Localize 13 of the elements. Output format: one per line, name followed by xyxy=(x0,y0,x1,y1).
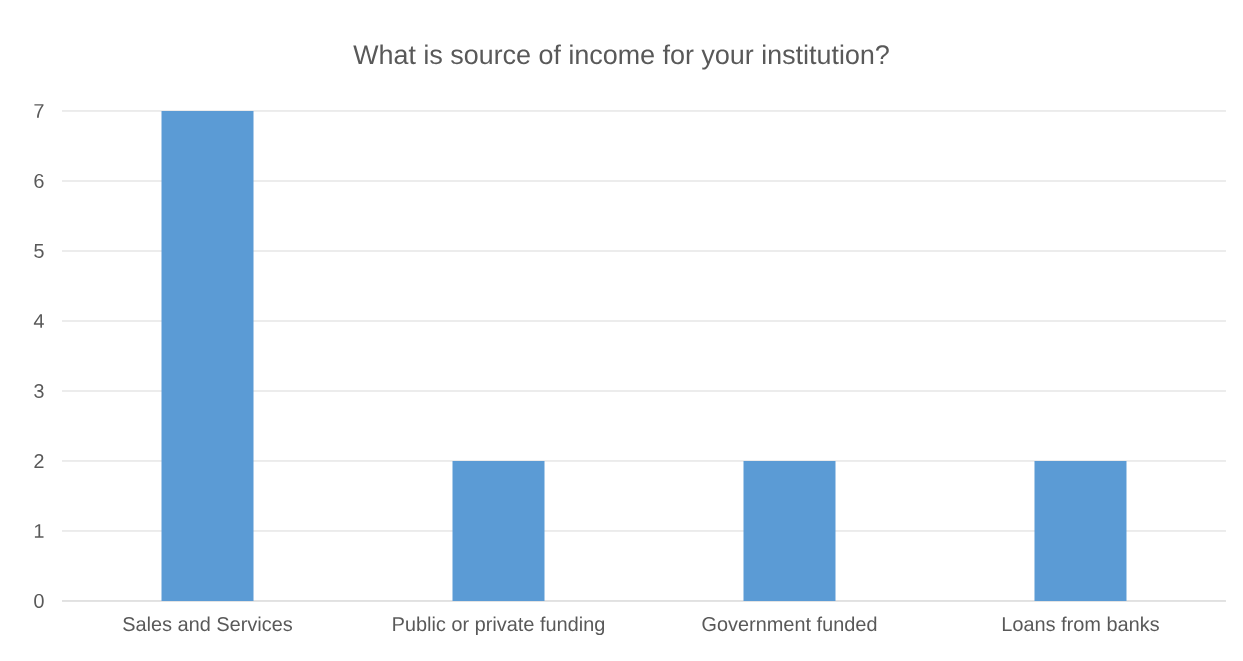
chart-title: What is source of income for your institution? xyxy=(353,44,889,70)
x-tick-label: Loans from banks xyxy=(1002,616,1159,632)
y-tick-label: 7 xyxy=(34,104,44,118)
x-tick-label: Public or private funding xyxy=(393,616,605,636)
y-tick-label: 5 xyxy=(34,244,44,258)
y-tick-label: 6 xyxy=(34,173,44,189)
y-tick-label: 4 xyxy=(33,314,44,328)
x-tick-label: Government funded xyxy=(702,616,877,632)
y-tick-label: 1 xyxy=(34,524,44,538)
y-tick-label: 0 xyxy=(34,593,44,609)
x-tick-label: Sales and Services xyxy=(123,616,293,632)
y-tick-label: 2 xyxy=(34,454,44,468)
y-tick-label: 3 xyxy=(34,383,44,399)
